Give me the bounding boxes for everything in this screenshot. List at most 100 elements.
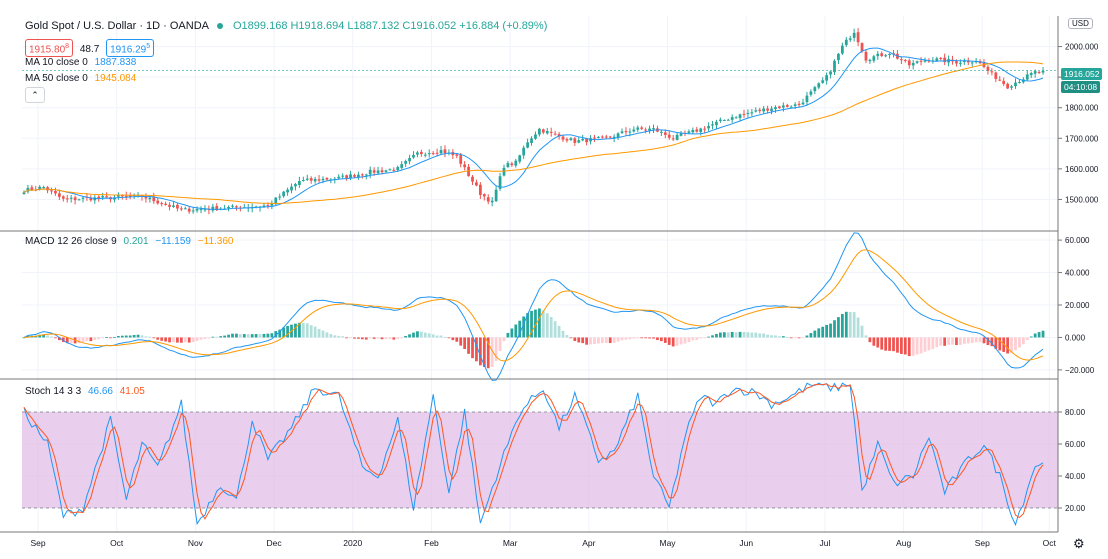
macd-histogram-bar — [282, 327, 286, 338]
candle-body — [915, 61, 919, 63]
ma50-legend[interactable]: MA 50 close 0 1945.084 — [25, 73, 136, 84]
month-label: Oct — [110, 538, 124, 548]
candle-body — [970, 62, 974, 64]
macd-histogram-bar — [970, 337, 974, 344]
candle-body — [294, 184, 297, 187]
candle-body — [494, 189, 498, 202]
macd-histogram-bar — [538, 308, 541, 338]
price-pane[interactable] — [22, 28, 1058, 215]
macd-histogram-bar — [840, 313, 844, 338]
candle-body — [392, 169, 396, 171]
macd-histogram-bar — [490, 337, 494, 368]
macd-histogram-bar — [416, 331, 419, 338]
macd-histogram-bar — [750, 332, 754, 338]
macd-histogram-bar — [427, 333, 431, 338]
macd-histogram-bar — [715, 333, 718, 338]
candle-body — [955, 61, 958, 64]
candle-body — [1025, 74, 1029, 80]
macd-histogram-bar — [872, 337, 876, 346]
candle-body — [722, 120, 726, 122]
candle-body — [813, 87, 817, 92]
macd-histogram-bar — [357, 337, 360, 339]
macd-histogram-bar — [219, 336, 223, 338]
stoch-pane[interactable] — [22, 382, 1058, 527]
macd-histogram-bar — [81, 337, 85, 343]
macd-histogram-bar — [1025, 337, 1029, 340]
candle-body — [730, 117, 734, 120]
macd-histogram-bar — [506, 332, 510, 338]
macd-pane[interactable] — [22, 232, 1045, 381]
macd-histogram-bar — [1018, 337, 1021, 348]
candle-body — [42, 187, 46, 189]
candle-body — [486, 197, 490, 202]
macd-histogram-bar — [148, 336, 152, 338]
candle-body — [475, 182, 478, 186]
macd-histogram-bar — [573, 337, 577, 341]
sell-button[interactable]: 1915.808 — [25, 39, 74, 58]
macd-histogram-bar — [526, 313, 529, 338]
candle-body — [1029, 73, 1033, 76]
macd-histogram-bar — [486, 337, 490, 369]
candle-body — [128, 195, 132, 197]
macd-histogram-bar — [89, 337, 93, 342]
macd-histogram-bar — [793, 337, 797, 339]
macd-histogram-bar — [388, 337, 392, 340]
macd-histogram-bar — [463, 337, 467, 350]
buy-button[interactable]: 1916.295 — [106, 39, 155, 58]
macd-histogram-bar — [372, 337, 376, 339]
ma10-legend[interactable]: MA 10 close 0 1887.838 — [25, 57, 136, 68]
macd-histogram-bar — [604, 337, 608, 344]
candle-body — [380, 170, 384, 173]
candle-body — [471, 176, 474, 182]
month-label: Sep — [30, 538, 45, 548]
tick-label: 60.00 — [1065, 440, 1086, 449]
candle-body — [89, 197, 93, 201]
candle-body — [561, 136, 565, 140]
candle-body — [608, 136, 612, 138]
macd-histogram-bar — [900, 337, 903, 354]
candle-body — [38, 186, 42, 190]
macd-histogram-bar — [341, 336, 345, 338]
candle-body — [628, 131, 632, 133]
macd-histogram-bar — [876, 337, 880, 348]
stoch-legend[interactable]: Stoch 14 3 3 46.66 41.05 — [25, 386, 145, 397]
macd-histogram-bar — [65, 337, 69, 343]
month-label: 2020 — [343, 538, 362, 548]
candle-body — [1041, 70, 1045, 73]
candle-body — [522, 147, 526, 156]
tick-label: 1800.000 — [1065, 104, 1099, 113]
macd-histogram-bar — [903, 337, 907, 355]
candle-body — [1018, 81, 1021, 83]
macd-histogram-bar — [459, 337, 463, 346]
candle-body — [231, 205, 234, 207]
currency-button[interactable]: USD — [1068, 18, 1093, 29]
candle-body — [526, 142, 529, 148]
candle-body — [479, 184, 482, 195]
candle-body — [290, 186, 293, 191]
macd-histogram-bar — [231, 333, 234, 338]
candle-body — [463, 164, 467, 168]
candle-body — [797, 103, 801, 105]
candle-body — [117, 195, 120, 197]
candle-body — [73, 197, 77, 201]
collapse-legend-button[interactable]: ⌃ — [25, 87, 45, 103]
macd-legend[interactable]: MACD 12 26 close 9 0.201 −11.159 −11.360 — [25, 236, 233, 247]
candle-body — [864, 51, 868, 61]
gear-icon[interactable]: ⚙ — [1073, 536, 1085, 551]
macd-histogram-bar — [778, 336, 781, 338]
candle-body — [644, 129, 648, 131]
month-label: Apr — [582, 538, 595, 548]
candle-body — [600, 136, 604, 138]
macd-histogram-bar — [309, 325, 313, 338]
macd-histogram-bar — [1033, 333, 1037, 338]
macd-histogram-bar — [569, 337, 573, 339]
candle-body — [235, 206, 238, 208]
macd-histogram-bar — [333, 335, 337, 338]
macd-histogram-bar — [337, 335, 341, 338]
candle-body — [907, 60, 911, 66]
candle-body — [325, 178, 329, 180]
candle-body — [541, 129, 545, 133]
candle-body — [400, 164, 404, 168]
macd-histogram-bar — [837, 317, 840, 338]
